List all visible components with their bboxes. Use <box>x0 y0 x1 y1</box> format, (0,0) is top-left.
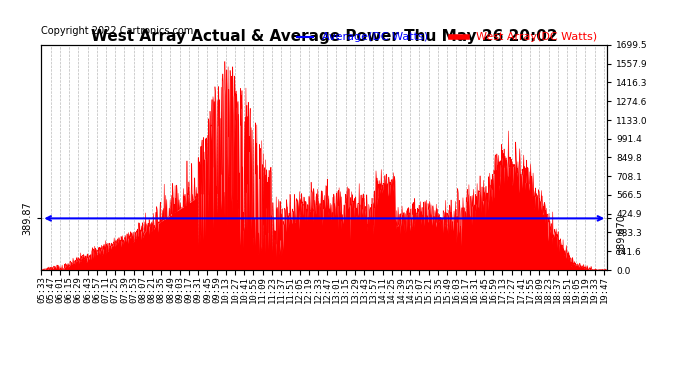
Title: West Array Actual & Average Power Thu May 26 20:02: West Array Actual & Average Power Thu Ma… <box>91 29 558 44</box>
Legend: Average(DC Watts), West Array(DC Watts): Average(DC Watts), West Array(DC Watts) <box>292 28 602 47</box>
Text: Copyright 2022 Cartronics.com: Copyright 2022 Cartronics.com <box>41 26 194 36</box>
